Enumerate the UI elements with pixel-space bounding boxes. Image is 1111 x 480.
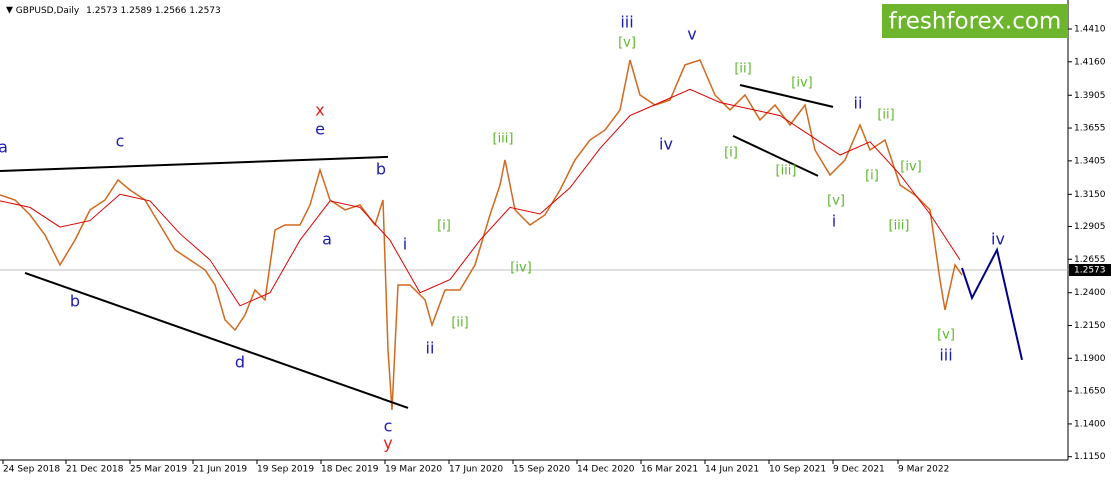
low: 1.2566 xyxy=(155,6,187,16)
x-tick-label: 18 Dec 2019 xyxy=(321,465,379,475)
x-tick-label: 15 Sep 2020 xyxy=(513,465,570,475)
high: 1.2589 xyxy=(121,6,153,16)
wave-label: [v] xyxy=(937,327,955,342)
wave-label: iii xyxy=(620,12,633,31)
y-tick-label: 1.2150 xyxy=(1074,321,1106,331)
wave-label: c xyxy=(384,416,393,435)
wave-label: b xyxy=(70,291,80,310)
x-tick-label: 21 Dec 2018 xyxy=(66,465,124,475)
wave-label: [i] xyxy=(865,168,879,183)
y-tick-label: 1.1150 xyxy=(1074,452,1106,462)
y-tick-label: 1.3405 xyxy=(1074,156,1106,166)
trend-line xyxy=(24,271,409,409)
wave-label: ii xyxy=(854,94,863,113)
y-tick-label: 1.3655 xyxy=(1074,124,1106,134)
x-tick-label: 19 Sep 2019 xyxy=(257,465,314,475)
y-tick-label: 1.1400 xyxy=(1074,419,1106,429)
wave-label: iii xyxy=(939,345,952,364)
wave-label: i xyxy=(832,211,836,230)
wave-label: y xyxy=(383,433,392,452)
wave-label: [v] xyxy=(827,194,845,209)
x-tick-label: 14 Jun 2021 xyxy=(705,465,759,475)
x-tick-label: 14 Dec 2020 xyxy=(577,465,635,475)
wave-label: iv xyxy=(991,229,1005,248)
last-price-label: 1.2573 xyxy=(1074,266,1106,276)
y-tick-label: 1.4160 xyxy=(1074,57,1106,67)
last-price-box xyxy=(1069,264,1111,277)
wave-label: ii xyxy=(426,338,435,357)
x-tick-label: 10 Sep 2021 xyxy=(769,465,826,475)
wave-label: [i] xyxy=(724,145,738,160)
forecast-line xyxy=(961,247,1023,361)
wave-label: [iv] xyxy=(510,260,531,275)
x-tick-label: 16 Mar 2021 xyxy=(641,465,698,475)
trend-line xyxy=(0,155,389,172)
y-tick-label: 1.1650 xyxy=(1074,387,1106,397)
open: 1.2573 xyxy=(86,6,118,16)
wave-label: a xyxy=(322,229,332,248)
wave-label: [i] xyxy=(437,218,451,233)
wave-label: d xyxy=(235,352,245,371)
wave-label: i xyxy=(403,234,407,253)
y-tick-label: 1.1900 xyxy=(1074,354,1106,364)
x-tick-label: 17 Jun 2020 xyxy=(449,465,503,475)
wave-label: [v] xyxy=(618,36,636,51)
logo-box xyxy=(882,4,1068,38)
trend-line xyxy=(732,134,819,177)
x-tick-label: 9 Mar 2022 xyxy=(898,465,949,475)
y-tick-label: 1.2400 xyxy=(1074,288,1106,298)
wave-label: iv xyxy=(659,134,673,153)
x-tick-label: 21 Jun 2019 xyxy=(193,465,247,475)
wave-label: [iv] xyxy=(900,160,921,175)
y-tick-label: 1.2905 xyxy=(1074,222,1106,232)
price-line xyxy=(0,88,961,307)
wave-label: [ii] xyxy=(877,107,894,122)
close: 1.2573 xyxy=(189,6,221,16)
wave-label: a xyxy=(0,137,8,156)
y-tick-label: 1.3905 xyxy=(1074,91,1106,101)
x-tick-label: 9 Dec 2021 xyxy=(833,465,885,475)
wave-label: c xyxy=(116,131,125,150)
wave-label: [iii] xyxy=(889,218,910,233)
x-tick-label: 19 Mar 2020 xyxy=(385,465,442,475)
y-tick-label: 1.2655 xyxy=(1074,255,1106,265)
y-tick-label: 1.3150 xyxy=(1074,190,1106,200)
trend-line xyxy=(739,84,834,108)
wave-label: v xyxy=(687,25,696,44)
wave-label: [iii] xyxy=(493,131,514,146)
wave-label: e xyxy=(315,120,325,139)
wave-label: [ii] xyxy=(734,62,751,77)
x-tick-label: 25 Mar 2019 xyxy=(130,465,187,475)
wave-label: [ii] xyxy=(451,315,468,330)
wave-label: x xyxy=(315,100,324,119)
logo: freshforex.com xyxy=(889,9,1062,35)
x-tick-label: 24 Sep 2018 xyxy=(3,465,60,475)
wave-label: b xyxy=(376,159,386,178)
price-line xyxy=(0,59,963,410)
y-tick-label: 1.4410 xyxy=(1074,24,1106,34)
header: ▼ GBPUSD,Daily 1.2573 1.2589 1.2566 1.25… xyxy=(6,6,221,16)
wave-label: [iv] xyxy=(791,75,812,90)
wave-label: [iii] xyxy=(776,163,797,178)
symbol: GBPUSD,Daily xyxy=(16,6,80,16)
